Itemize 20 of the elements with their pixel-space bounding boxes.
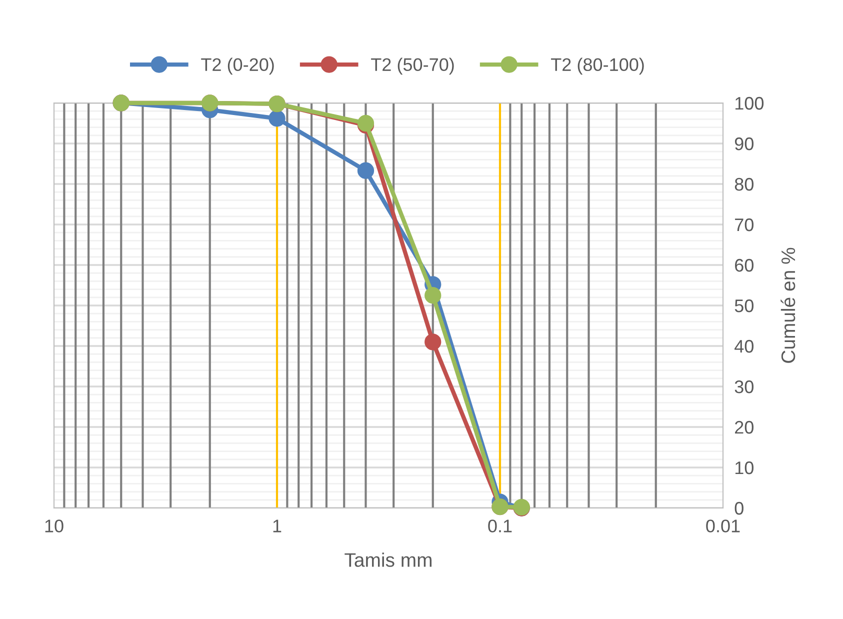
y-tick-label: 0: [734, 502, 744, 515]
y-tick-label: 50: [734, 299, 754, 312]
legend-label: T2 (0-20): [201, 58, 274, 75]
x-tick-label: 0.01: [706, 520, 740, 532]
y-tick-label: 90: [734, 137, 754, 150]
y-tick-label: 100: [735, 96, 764, 110]
y-tick-label: 10: [735, 461, 754, 474]
y-axis-title: Cumulé en %: [780, 248, 796, 363]
x-tick-label: 10: [45, 520, 64, 532]
y-tick-label: 70: [735, 218, 754, 232]
x-tick-label: 0.1: [488, 520, 512, 532]
y-tick-label: 20: [735, 420, 754, 434]
y-tick-label: 60: [735, 258, 754, 272]
y-tick-label: 80: [734, 178, 754, 191]
legend-label: T2 (50-70): [371, 58, 454, 75]
legend-label: T2 (80-100): [551, 58, 644, 75]
x-axis-title: Tamis mm: [344, 552, 432, 567]
x-tick-label: 1: [273, 520, 282, 532]
y-tick-label: 30: [734, 380, 754, 394]
y-tick-label: 40: [734, 340, 754, 353]
